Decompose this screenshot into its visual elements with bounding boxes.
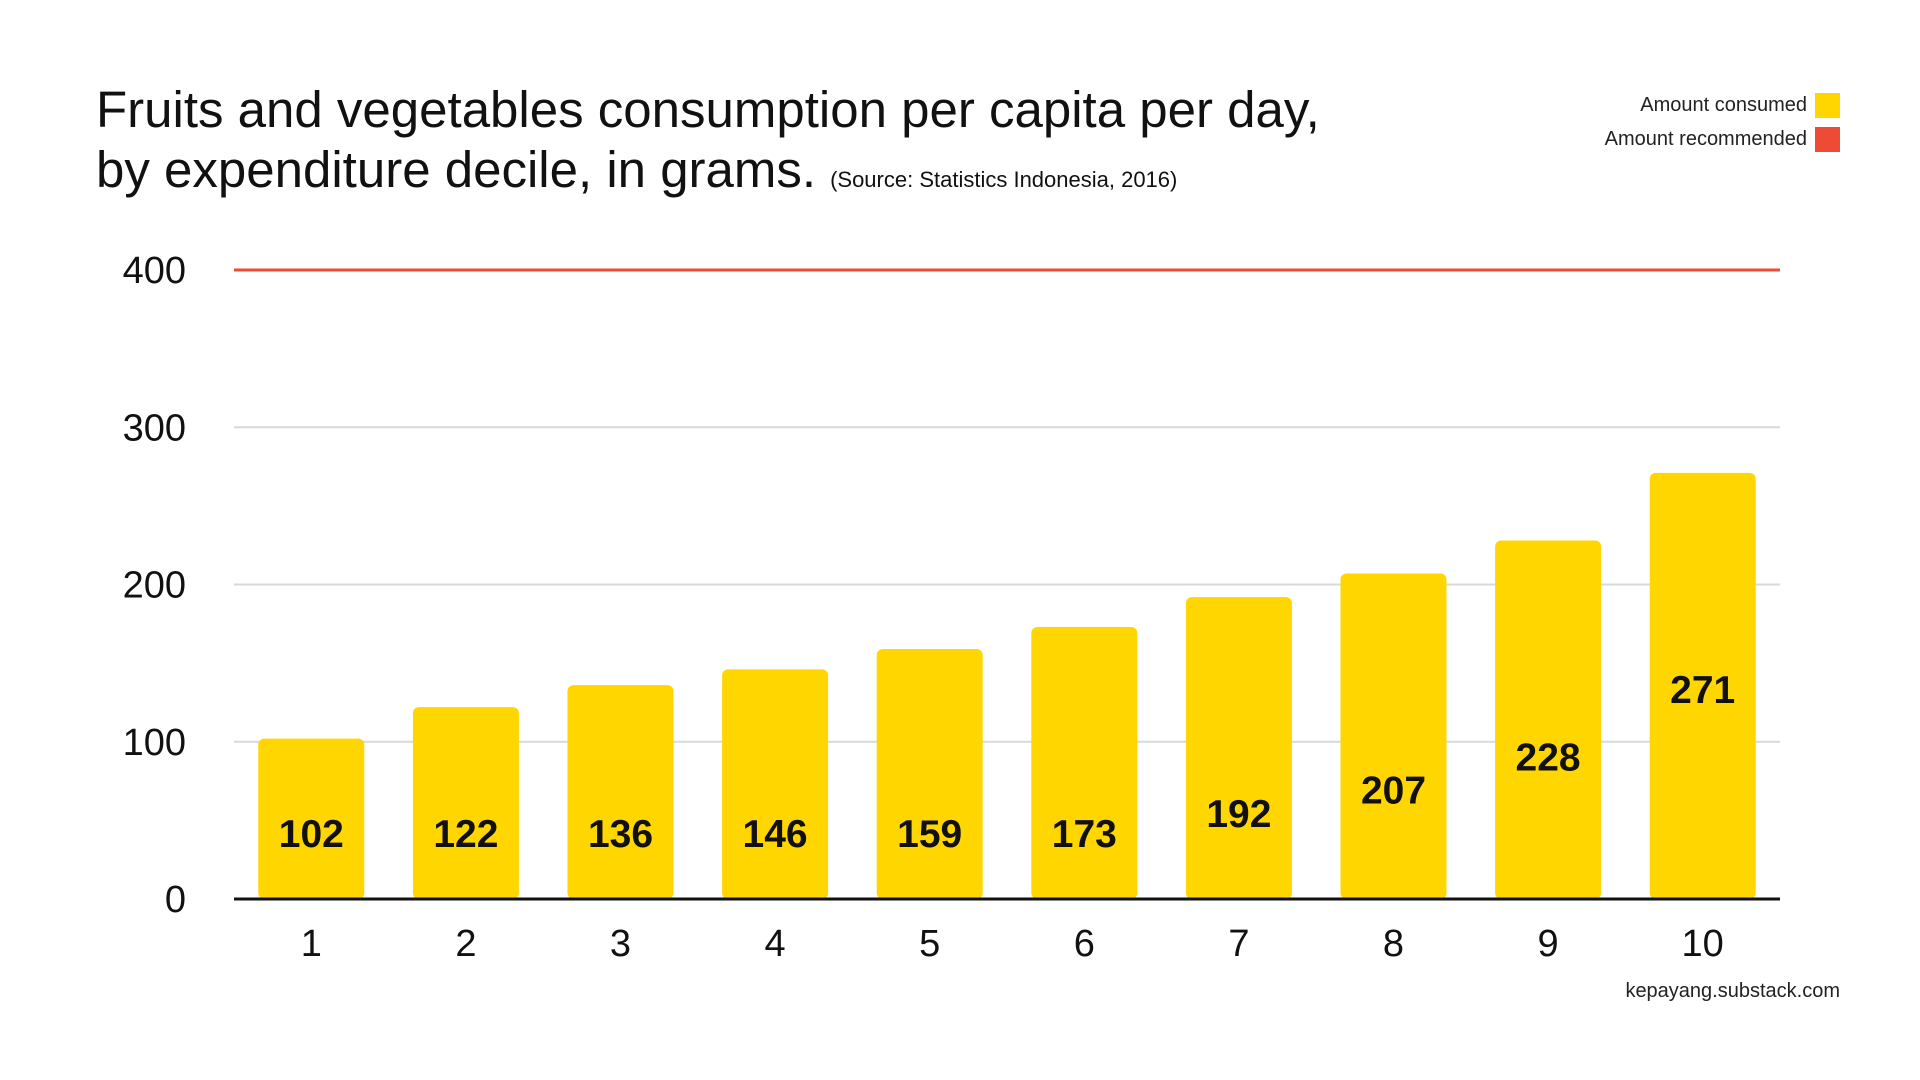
data-label-3: 136 [588,813,653,856]
chart-title: Fruits and vegetables consumption per ca… [96,80,1496,210]
x-tick-label-1: 1 [301,923,322,965]
data-label-10: 271 [1670,669,1735,712]
data-label-5: 159 [897,813,962,856]
data-label-6: 173 [1052,813,1117,856]
data-label-7: 192 [1206,793,1271,836]
x-tick-label-2: 2 [455,923,476,965]
chart-legend: Amount consumed Amount recommended [1605,88,1840,156]
bar-2 [412,707,519,899]
bar-9 [1495,540,1602,899]
legend-label-recommended: Amount recommended [1604,127,1807,150]
bar-3 [567,685,674,899]
x-tick-label-6: 6 [1074,923,1095,965]
bar-1 [258,738,365,899]
y-tick-label-400: 400 [123,250,186,292]
axis-layer: 0 100 200 300 400 1 2 3 4 5 6 7 8 9 10 [123,250,1780,965]
bar-7 [1185,597,1292,899]
x-tick-label-5: 5 [919,923,940,965]
legend-item-recommended: Amount recommended [1605,122,1840,156]
x-tick-label-3: 3 [610,923,631,965]
chart-title-line1: Fruits and vegetables consumption per ca… [96,81,1320,138]
y-tick-label-300: 300 [123,407,186,449]
legend-item-consumed: Amount consumed [1605,88,1840,122]
label-layer: 102 122 136 146 159 173 192 207 228 271 [279,669,1735,856]
chart-title-line2: by expenditure decile, in grams. [96,141,817,198]
data-label-9: 228 [1516,736,1581,779]
footer-credit: kepayang.substack.com [1625,980,1840,1002]
x-tick-label-10: 10 [1682,923,1724,965]
legend-swatch-consumed [1815,92,1840,118]
data-label-4: 146 [743,813,808,856]
y-tick-label-0: 0 [165,879,186,921]
bar-10 [1649,472,1756,899]
legend-swatch-recommended [1815,126,1840,152]
chart-title-line2-wrapper: by expenditure decile, in grams. (Source:… [96,140,1496,210]
bar-layer [258,472,1756,899]
x-tick-label-8: 8 [1383,923,1404,965]
x-tick-label-4: 4 [765,923,786,965]
bar-8 [1340,573,1447,899]
data-label-2: 122 [433,813,498,856]
y-tick-label-100: 100 [123,722,186,764]
chart-source: (Source: Statistics Indonesia, 2016) [830,167,1178,192]
bar-4 [722,669,829,899]
legend-label-consumed: Amount consumed [1640,93,1807,116]
data-label-8: 207 [1361,769,1426,812]
x-tick-label-9: 9 [1538,923,1559,965]
data-label-1: 102 [279,813,344,856]
y-tick-label-200: 200 [123,565,186,607]
x-tick-label-7: 7 [1228,923,1249,965]
bar-5 [876,648,983,899]
bar-6 [1031,626,1138,899]
